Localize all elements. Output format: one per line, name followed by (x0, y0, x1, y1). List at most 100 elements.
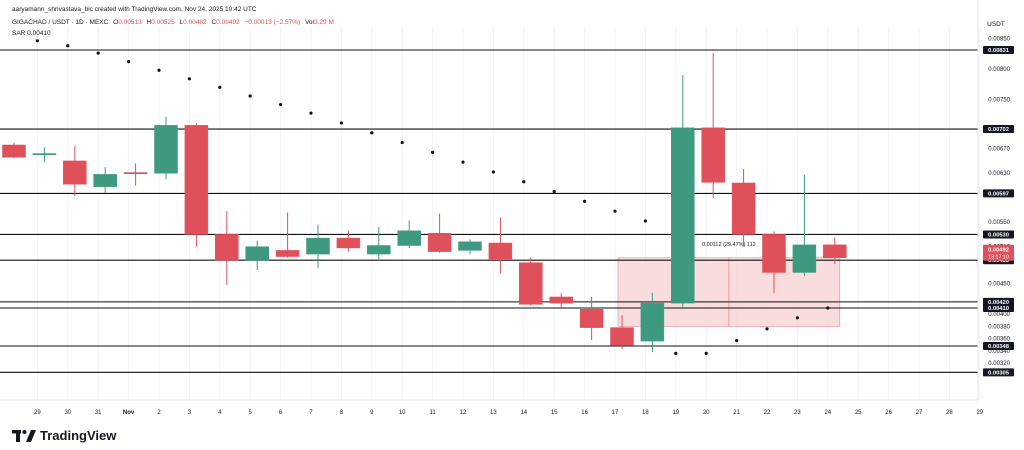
price-axis[interactable]: USDT 0.00850 0.00800 0.00750 0.00670 0.00630… (977, 0, 1014, 400)
candle-body (458, 241, 482, 251)
candle-body (275, 250, 300, 257)
candle-body (701, 127, 725, 183)
candle-body (823, 244, 847, 259)
candle (63, 145, 87, 197)
time-tick-label: 25 (855, 410, 862, 416)
sar-dot (248, 94, 252, 98)
volume-value: 3.29 M (314, 19, 334, 26)
price-tick-label: 0.00320 (988, 361, 1010, 367)
level-badge: 0.00831 (983, 46, 1014, 54)
level-badge-text: 0.00410 (988, 306, 1009, 312)
candle (458, 239, 482, 255)
time-tick-label: 27 (916, 410, 923, 416)
price-tick-label: 0.00750 (988, 98, 1010, 104)
currency-label: USDT (987, 21, 1005, 28)
sar-dot (187, 77, 191, 81)
sar-dot (66, 44, 70, 48)
time-tick-label: 26 (885, 410, 892, 416)
candle (792, 175, 817, 277)
time-tick-label: 22 (764, 410, 771, 416)
level-badge-text: 0.00702 (988, 127, 1009, 133)
candle-body (2, 144, 26, 158)
sar-dot (279, 102, 283, 107)
low-value: 0.00482 (183, 19, 207, 26)
sar-dot (795, 316, 800, 320)
sar-dot (157, 68, 161, 72)
sar-dot (461, 160, 465, 164)
time-tick-label: 20 (703, 410, 710, 416)
level-badge: 0.00530 (983, 230, 1014, 239)
current-price-badge-bg (983, 244, 1014, 261)
level-badge-text: 0.00597 (988, 191, 1009, 197)
time-tick-label: Nov (123, 410, 135, 416)
sar-dot (674, 351, 678, 355)
candle-body (731, 182, 756, 235)
candle-body (519, 262, 543, 305)
grid-lines (36, 28, 981, 400)
sar-dot (735, 338, 739, 343)
level-badge-text: 0.00420 (988, 300, 1009, 306)
sar-dot (400, 140, 404, 145)
time-tick-label: 15 (551, 410, 558, 416)
sar-dot (826, 306, 830, 310)
price-tick-label: 0.00400 (988, 312, 1010, 318)
time-tick-label: 4 (218, 410, 222, 416)
sar-dot (704, 351, 708, 355)
time-tick-label: 28 (946, 410, 953, 416)
time-tick-label: 19 (672, 410, 679, 416)
sar-dot (522, 180, 526, 184)
sar-dot (431, 150, 435, 154)
open-label: O (113, 19, 118, 26)
level-badge: 0.00420 (983, 297, 1014, 306)
candle (93, 167, 117, 193)
candle (367, 227, 391, 259)
tradingview-logo[interactable]: TradingView (12, 428, 116, 443)
creator-line: aaryamann_shrivastava_bic created with T… (12, 6, 257, 13)
symbol-label: GIGACHAD / USDT · 1D · MEXC (12, 19, 109, 26)
candle (154, 116, 178, 180)
sar-dot (218, 85, 222, 89)
level-badge: 0.00702 (983, 125, 1014, 134)
candle (32, 147, 57, 163)
close-value: 0.00492 (216, 19, 240, 26)
candle (701, 53, 725, 198)
time-tick-label: 2 (157, 410, 161, 416)
candle-body (123, 172, 148, 175)
candles (2, 53, 847, 353)
candle (823, 237, 847, 264)
candle-body (397, 230, 421, 246)
time-axis[interactable]: 29 30 31 Nov 2 3 4 5 6 7 8 9 10 11 12 13 14 15 16 17 18 19 20 2… (0, 399, 984, 416)
sar-dot (309, 111, 313, 115)
level-badge-text: 0.00305 (988, 370, 1010, 376)
sar-dot (491, 170, 495, 174)
candle-body (367, 245, 391, 255)
candle-body (640, 302, 665, 342)
candle (671, 75, 695, 307)
level-badge-bg (983, 342, 1014, 350)
candle (640, 292, 665, 353)
candle (275, 212, 300, 258)
candle (549, 293, 573, 310)
time-tick-label: 10 (399, 410, 406, 416)
level-badge: 0.00348 (983, 342, 1014, 350)
time-tick-label: 30 (64, 410, 71, 416)
candle-body (184, 125, 209, 235)
candle (610, 315, 634, 350)
current-price-countdown: 13:17:10 (988, 254, 1009, 260)
candle-body (579, 308, 604, 328)
plot-area[interactable]: 0.00112 (29.47%) 112 (0, 28, 981, 400)
candle-body (792, 244, 817, 273)
time-tick-label: 16 (581, 410, 588, 416)
candle-body (215, 234, 239, 261)
price-tick-label: 0.00670 (988, 147, 1010, 153)
level-badge: 0.00305 (983, 368, 1014, 377)
candle (306, 224, 330, 269)
time-tick-label: 24 (824, 410, 831, 416)
sar-dot (370, 131, 374, 135)
ohlc-line: GIGACHAD / USDT · 1D · MEXC O0.00513 H0.… (12, 19, 334, 26)
time-tick-label: 14 (520, 410, 527, 416)
time-tick-label: 21 (733, 410, 740, 416)
time-tick-label: 11 (429, 410, 436, 416)
candle-body (427, 232, 452, 252)
